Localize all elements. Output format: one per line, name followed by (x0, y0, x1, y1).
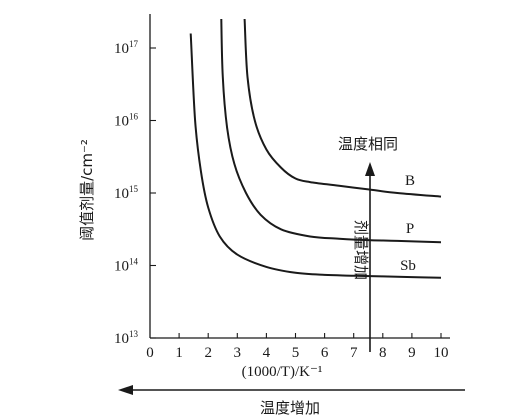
series-curve-b (243, 18, 442, 198)
y-tick-label: 1014 (114, 257, 139, 275)
x-tick-label: 9 (408, 345, 416, 361)
x-tick-label: 1 (175, 345, 183, 361)
series-curve-p (220, 18, 442, 244)
x-axis-title: (1000/T)/K⁻¹ (242, 364, 323, 380)
y-axis-ticks: 1013 1014 1015 1016 1017 (114, 39, 156, 347)
x-tick-label: 7 (350, 345, 358, 361)
x-tick-label: 5 (292, 345, 300, 361)
y-tick-label: 1016 (114, 112, 139, 130)
dose-arrow-head (365, 162, 375, 176)
x-tick-label: 2 (204, 345, 212, 361)
x-tick-label: 8 (379, 345, 387, 361)
y-tick-label: 1015 (114, 184, 139, 202)
annotation-dose-increase: 剂量增加 (352, 220, 370, 280)
series-label-sb: Sb (400, 258, 416, 274)
x-tick-label: 6 (321, 345, 329, 361)
x-tick-label: 10 (434, 345, 449, 361)
y-axis-title: 阈值剂量/cm⁻² (78, 139, 96, 241)
y-tick-label: 1017 (114, 39, 139, 57)
x-tick-label: 0 (146, 345, 154, 361)
y-tick-label: 1013 (114, 329, 139, 347)
annotation-temp-same: 温度相同 (338, 135, 398, 153)
series-curves (189, 18, 442, 279)
x-axis-ticks: 0 1 2 3 4 5 6 7 8 9 10 (146, 333, 449, 361)
temp-arrow-head (118, 385, 133, 395)
series-label-b: B (405, 173, 415, 189)
x-tick-label: 4 (263, 345, 271, 361)
series-curve-sb (189, 33, 442, 279)
x-tick-label: 3 (234, 345, 242, 361)
series-label-p: P (406, 221, 414, 237)
annotation-temp-increase: 温度增加 (260, 399, 320, 417)
series-labels: Sb P B (400, 173, 416, 274)
